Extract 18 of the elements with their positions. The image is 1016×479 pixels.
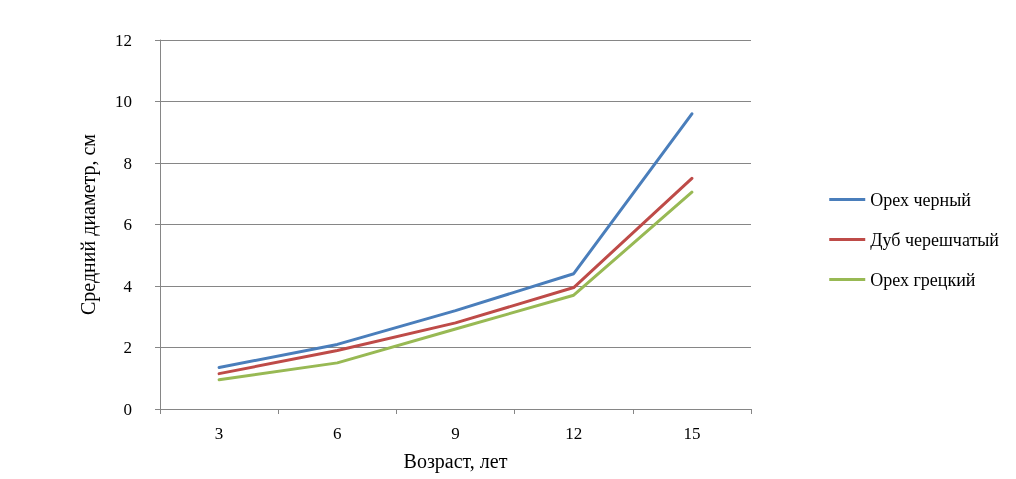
x-axis-title: Возраст, лет [403, 450, 508, 473]
x-tick-label: 12 [565, 424, 583, 443]
line-series [217, 112, 694, 369]
y-tick-label: 8 [123, 153, 132, 173]
y-tick-label: 2 [123, 338, 132, 357]
y-tick-label: 0 [123, 399, 132, 419]
x-tick-label: 6 [333, 424, 342, 443]
legend-label: Орех грецкий [870, 269, 976, 290]
x-tick-label: 9 [451, 424, 460, 443]
x-tick-label: 3 [214, 424, 224, 443]
legend-label: Орех черный [870, 189, 972, 210]
y-tick-label: 12 [115, 30, 132, 50]
y-tick-label: 6 [123, 215, 132, 234]
y-tick-label: 4 [123, 276, 133, 296]
legend-label: Дуб черешчатый [870, 229, 1000, 250]
y-tick-label: 10 [115, 92, 132, 111]
x-tick-label: 15 [683, 424, 701, 443]
y-axis-title: Средний диаметр, см [77, 133, 100, 316]
